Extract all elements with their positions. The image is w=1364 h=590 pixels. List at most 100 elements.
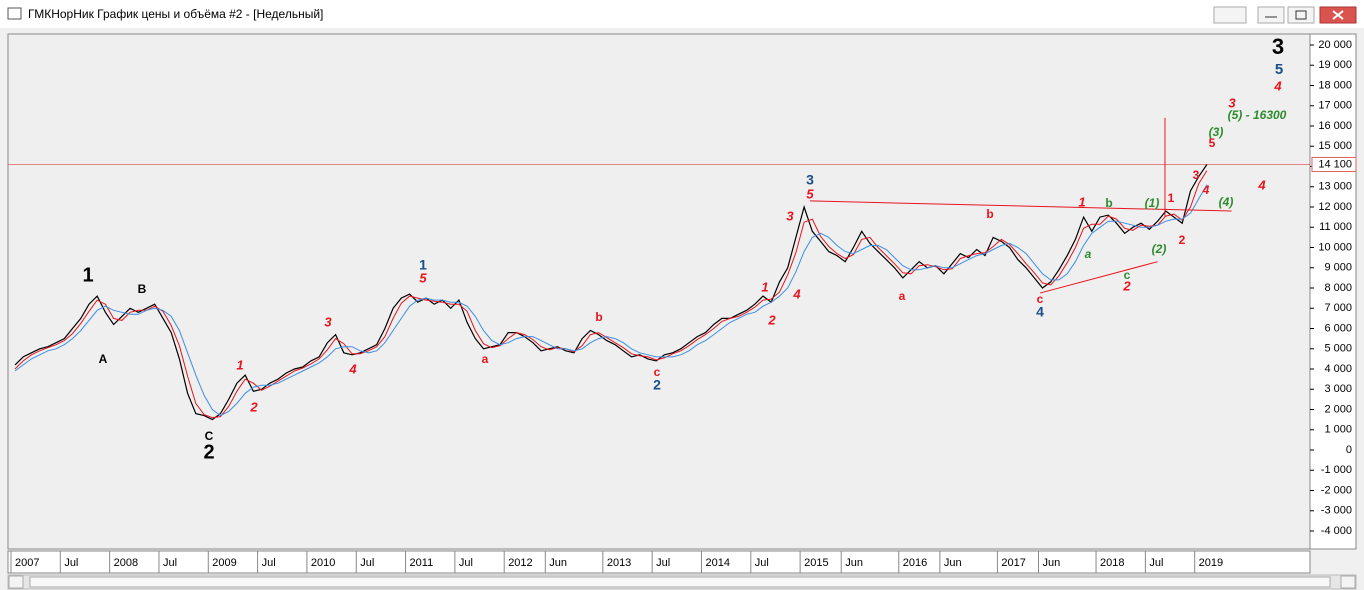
y-tick-label: 17 000: [1318, 100, 1352, 112]
wave-label: 5: [419, 270, 427, 285]
y-tick-label: 3 000: [1324, 383, 1352, 395]
x-tick-label: Jul: [262, 557, 276, 569]
x-tick-label: 2012: [508, 557, 532, 569]
wave-label: 3: [1272, 34, 1284, 59]
wave-label: 2: [653, 377, 661, 393]
x-tick-label: 2010: [311, 557, 335, 569]
scroll-thumb[interactable]: [29, 576, 1331, 588]
wave-label: b: [1105, 196, 1112, 210]
x-tick-label: 2017: [1001, 557, 1025, 569]
title-bar: [0, 0, 1364, 28]
wave-label: 4: [1257, 177, 1266, 192]
wave-label: 4: [792, 286, 801, 301]
y-tick-label: 13 000: [1318, 181, 1352, 193]
minimize-button[interactable]: [1257, 6, 1285, 24]
trendline: [1039, 261, 1158, 294]
y-tick-label: 10 000: [1318, 241, 1352, 253]
x-tick-label: Jul: [656, 557, 670, 569]
wave-label: 2: [203, 441, 214, 463]
x-tick-label: Jun: [1043, 557, 1061, 569]
wave-label: 2: [1122, 278, 1131, 293]
plot-area: [7, 33, 1311, 550]
x-tick-label: 2011: [410, 557, 434, 569]
y-tick-label: 16 000: [1318, 120, 1352, 132]
y-tick-label: 5 000: [1324, 343, 1352, 355]
x-tick-label: Jul: [163, 557, 177, 569]
y-tick-label: 6 000: [1324, 322, 1352, 334]
wave-label: (3): [1209, 125, 1224, 139]
y-tick-label: 15 000: [1318, 140, 1352, 152]
x-tick-label: Jul: [64, 557, 78, 569]
wave-label: 5: [806, 186, 814, 201]
x-tick-label: 2008: [114, 557, 138, 569]
wave-label: A: [99, 352, 108, 366]
x-tick-label: Jun: [944, 557, 962, 569]
y-tick-label: -1 000: [1321, 464, 1352, 476]
wave-label: 3: [324, 314, 332, 329]
wave-label: 2: [249, 399, 258, 414]
wave-label: 1: [761, 279, 768, 294]
wave-label: 3: [806, 172, 814, 188]
wave-label: 1: [82, 264, 93, 286]
wave-label: 3: [1228, 95, 1236, 110]
window-title: ГМКНорНик График цены и объёма #2 - [Нед…: [28, 7, 323, 21]
x-tick-label: Jun: [549, 557, 567, 569]
app-icon: [7, 7, 22, 20]
wave-label: 1: [1078, 194, 1085, 209]
wave-label: (2): [1152, 242, 1167, 256]
y-tick-label: -4 000: [1321, 525, 1352, 537]
maximize-button[interactable]: [1287, 6, 1315, 24]
wave-label: 1: [419, 257, 427, 273]
wave-label: a: [482, 352, 489, 366]
time-axis: [7, 550, 1311, 574]
maximize-icon: [1295, 10, 1307, 20]
price-axis: [1309, 33, 1357, 550]
y-tick-label: 11 000: [1319, 221, 1352, 233]
y-tick-label: 0: [1346, 444, 1352, 456]
wave-label: 2: [767, 312, 776, 327]
wave-label: 4: [348, 361, 357, 376]
wave-label: 1: [236, 357, 243, 372]
x-tick-label: 2015: [804, 557, 828, 569]
y-tick-label: 12 000: [1318, 201, 1352, 213]
wave-label: 5: [1209, 136, 1216, 150]
trendline: [809, 200, 1232, 212]
x-tick-label: Jul: [1149, 557, 1163, 569]
wave-label: B: [138, 282, 147, 296]
close-icon: [1332, 10, 1344, 20]
wave-label: a: [1085, 247, 1092, 261]
wave-label: c: [1124, 268, 1131, 282]
wave-label: 3: [1193, 168, 1200, 182]
y-tick-label: 20 000: [1318, 39, 1352, 51]
price-line: [14, 184, 1208, 417]
restore-layout-button[interactable]: [1213, 6, 1247, 24]
x-tick-label: Jul: [360, 557, 374, 569]
wave-label: c: [654, 365, 661, 379]
wave-label: 4: [1202, 183, 1210, 197]
wave-label: (5) - 16300: [1228, 108, 1287, 122]
x-tick-label: 2019: [1199, 557, 1223, 569]
wave-label: 4: [1036, 304, 1044, 320]
y-tick-label: 18 000: [1318, 79, 1352, 91]
wave-label: 1: [1168, 191, 1175, 205]
y-tick-label: 9 000: [1324, 262, 1352, 274]
x-tick-label: 2016: [903, 557, 927, 569]
wave-label: (4): [1219, 195, 1234, 209]
wave-label: 5: [1275, 61, 1283, 78]
scroll-left[interactable]: [8, 575, 24, 589]
wave-label: 2: [1179, 233, 1186, 247]
wave-label: 4: [1273, 78, 1282, 93]
x-tick-label: 2007: [15, 557, 39, 569]
scroll-right[interactable]: [1340, 575, 1356, 589]
y-tick-label: -2 000: [1321, 484, 1352, 496]
price-line: [14, 164, 1208, 421]
level-label: 14 100: [1318, 158, 1352, 170]
wave-label: a: [899, 289, 906, 303]
wave-label: C: [205, 429, 214, 443]
wave-label: b: [986, 207, 993, 221]
wave-label: c: [1037, 292, 1044, 306]
x-tick-label: Jun: [845, 557, 863, 569]
x-tick-label: 2014: [705, 557, 729, 569]
wave-label: (1): [1145, 196, 1160, 210]
